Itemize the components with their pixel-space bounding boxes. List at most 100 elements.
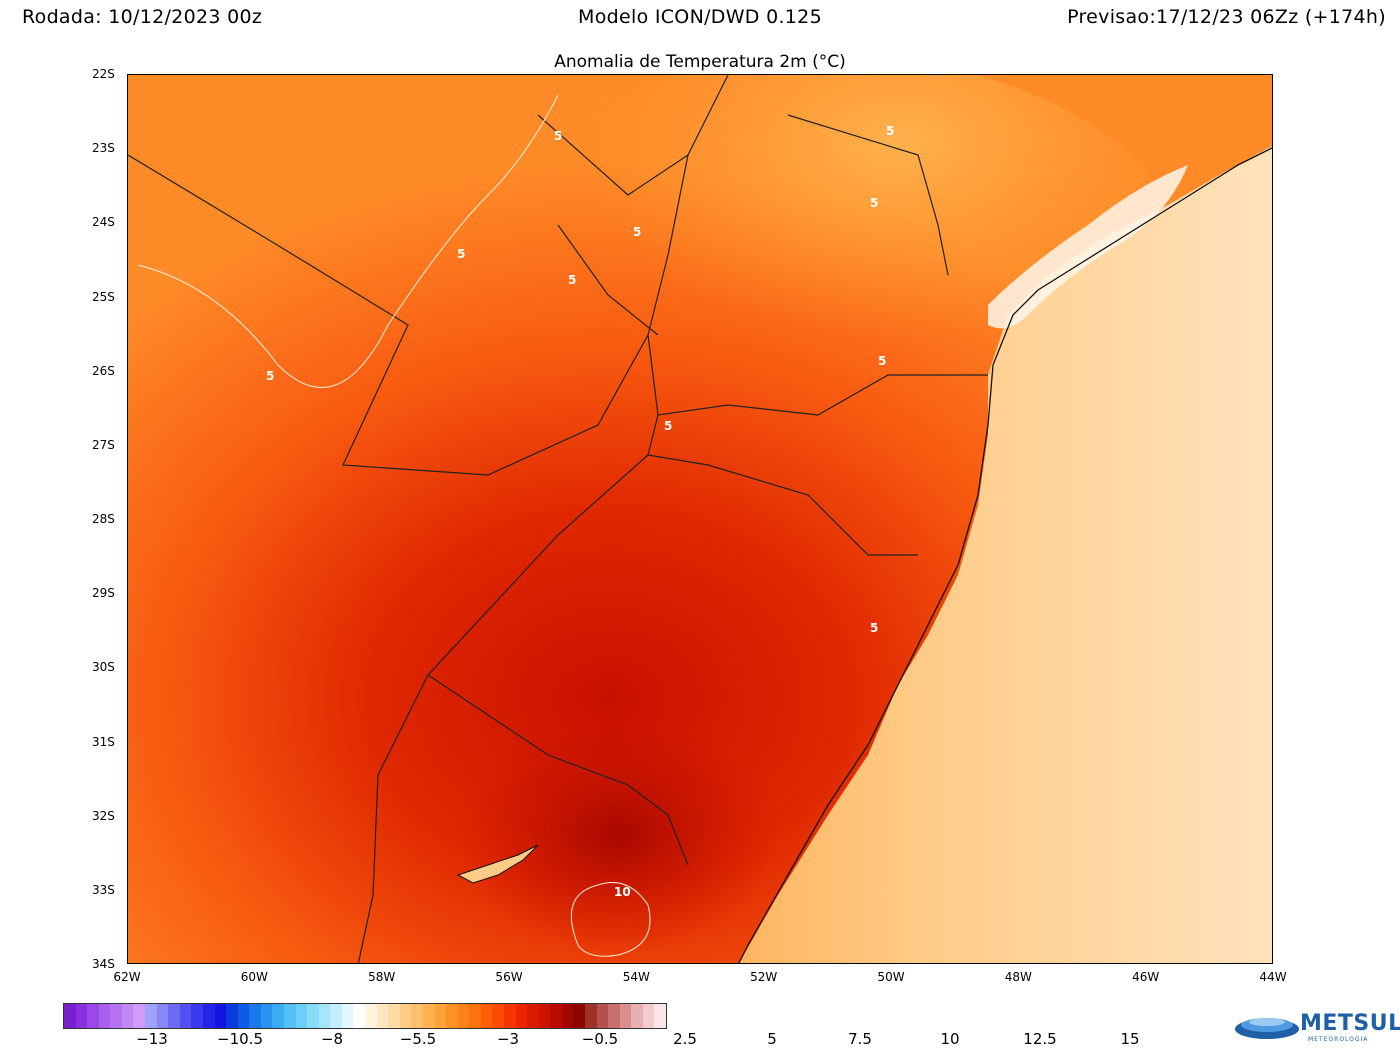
colorbar-swatch — [156, 1004, 169, 1028]
colorbar-swatch — [249, 1004, 261, 1028]
colorbar-swatch — [388, 1004, 400, 1028]
colorbar-swatch — [608, 1004, 620, 1028]
colorbar-swatch — [538, 1004, 551, 1028]
contour-label: 5 — [664, 419, 673, 433]
colorbar-swatch — [121, 1004, 134, 1028]
colorbar-tick-label: −3 — [496, 1030, 520, 1048]
colorbar-swatch — [133, 1004, 146, 1028]
colorbar-swatch — [202, 1004, 215, 1028]
latitude-label: 26S — [92, 363, 115, 378]
colorbar-swatch — [469, 1004, 481, 1028]
colorbar-swatch — [179, 1004, 192, 1028]
border-line — [357, 454, 649, 963]
colorbar-swatch — [492, 1004, 504, 1028]
metsul-logo-icon — [1235, 1018, 1299, 1039]
colorbar-swatch — [550, 1004, 562, 1028]
colorbar-swatch — [503, 1004, 516, 1028]
logo-name: METSUL — [1300, 1011, 1400, 1036]
colorbar-swatch — [341, 1004, 354, 1028]
border-line — [647, 414, 918, 556]
colorbar-swatch — [434, 1004, 447, 1028]
colorbar-swatch — [110, 1004, 122, 1028]
border-line — [537, 114, 949, 336]
colorbar-tick-label: 7.5 — [848, 1030, 872, 1048]
contour-label: 5 — [870, 196, 879, 210]
contour-5 — [137, 94, 559, 388]
colorbar-swatch — [457, 1004, 470, 1028]
longitude-label: 60W — [240, 970, 268, 984]
colorbar-swatch — [98, 1004, 111, 1028]
colorbar-swatch — [527, 1004, 539, 1028]
colorbar-swatch — [168, 1004, 180, 1028]
colorbar-tick-label: −5.5 — [399, 1030, 437, 1048]
latitude-label: 33S — [92, 882, 115, 897]
border-line — [647, 334, 988, 416]
latitude-label: 23S — [92, 141, 115, 156]
contour-label: 5 — [266, 369, 275, 383]
latitude-label: 28S — [92, 512, 115, 526]
longitude-label: 52W — [750, 970, 778, 984]
colorbar-swatch — [87, 1004, 99, 1028]
colorbar-swatch — [654, 1004, 667, 1028]
contour-label: 5 — [878, 354, 887, 368]
longitude-label: 44W — [1259, 970, 1287, 984]
colorbar-tick-label: −10.5 — [217, 1030, 263, 1048]
latitude-label: 30S — [92, 660, 115, 675]
colorbar-swatch — [64, 1004, 76, 1028]
colorbar-swatch — [376, 1004, 389, 1028]
hot-core-zone — [458, 715, 778, 955]
colorbar-tick-label: 10 — [940, 1030, 960, 1048]
border-line — [427, 674, 689, 866]
logo-subtitle: METEOROLOGIA — [1308, 1036, 1369, 1043]
lagoon — [456, 844, 539, 884]
longitude-label: 54W — [622, 970, 650, 984]
colorbar-swatch — [283, 1004, 296, 1028]
contour-label: 5 — [568, 273, 577, 287]
contour-label: 5 — [870, 621, 879, 635]
colorbar-swatch — [318, 1004, 331, 1028]
colorbar-tick-label: 5 — [767, 1030, 777, 1048]
colorbar-tick-label: −0.5 — [581, 1030, 619, 1048]
colorbar-swatch — [353, 1004, 366, 1028]
colorbar-swatch — [596, 1004, 609, 1028]
map-title: Anomalia de Temperatura 2m (°C) — [554, 52, 846, 72]
colorbar-swatch — [191, 1004, 203, 1028]
colorbar-swatch — [585, 1004, 597, 1028]
colorbar-swatch — [272, 1004, 284, 1028]
run-time-label: Rodada: 10/12/2023 00z — [22, 6, 263, 28]
colorbar-swatch — [145, 1004, 157, 1028]
colorbar-tick-label: −13 — [136, 1030, 168, 1048]
colorbar-swatch — [561, 1004, 574, 1028]
colorbar-swatch — [515, 1004, 528, 1028]
ocean-anomaly-field — [739, 146, 1272, 963]
map-panel: 5 5 5 5 5 5 5 5 5 5 10 — [127, 74, 1273, 964]
neutral-anomaly-zone — [988, 165, 1188, 329]
model-label: Modelo ICON/DWD 0.125 — [578, 6, 822, 28]
contour-label: 5 — [554, 129, 563, 143]
colorbar-swatch — [295, 1004, 308, 1028]
colorbar-swatch — [75, 1004, 88, 1028]
latitude-label: 27S — [92, 437, 115, 452]
colorbar-swatch — [446, 1004, 458, 1028]
colorbar-swatch — [214, 1004, 227, 1028]
coastline — [738, 147, 1272, 963]
contour-label: 5 — [633, 225, 642, 239]
latitude-label: 32S — [92, 808, 115, 823]
colorbar-tick-label: 2.5 — [673, 1030, 697, 1048]
colorbar-swatch — [411, 1004, 423, 1028]
longitude-label: 50W — [877, 970, 905, 984]
contour-label: 5 — [457, 247, 466, 261]
colorbar-swatch — [330, 1004, 342, 1028]
contour-label: 10 — [614, 885, 631, 899]
colorbar-swatch — [365, 1004, 377, 1028]
colorbar — [63, 1003, 668, 1029]
contour-label: 5 — [886, 124, 895, 138]
colorbar-swatch — [619, 1004, 632, 1028]
longitude-label: 56W — [495, 970, 523, 984]
colorbar-tick-label: 15 — [1120, 1030, 1140, 1048]
colorbar-swatch — [642, 1004, 655, 1028]
colorbar-swatch — [631, 1004, 643, 1028]
colorbar-swatch — [260, 1004, 273, 1028]
longitude-label: 48W — [1004, 970, 1032, 984]
colorbar-swatch — [399, 1004, 412, 1028]
